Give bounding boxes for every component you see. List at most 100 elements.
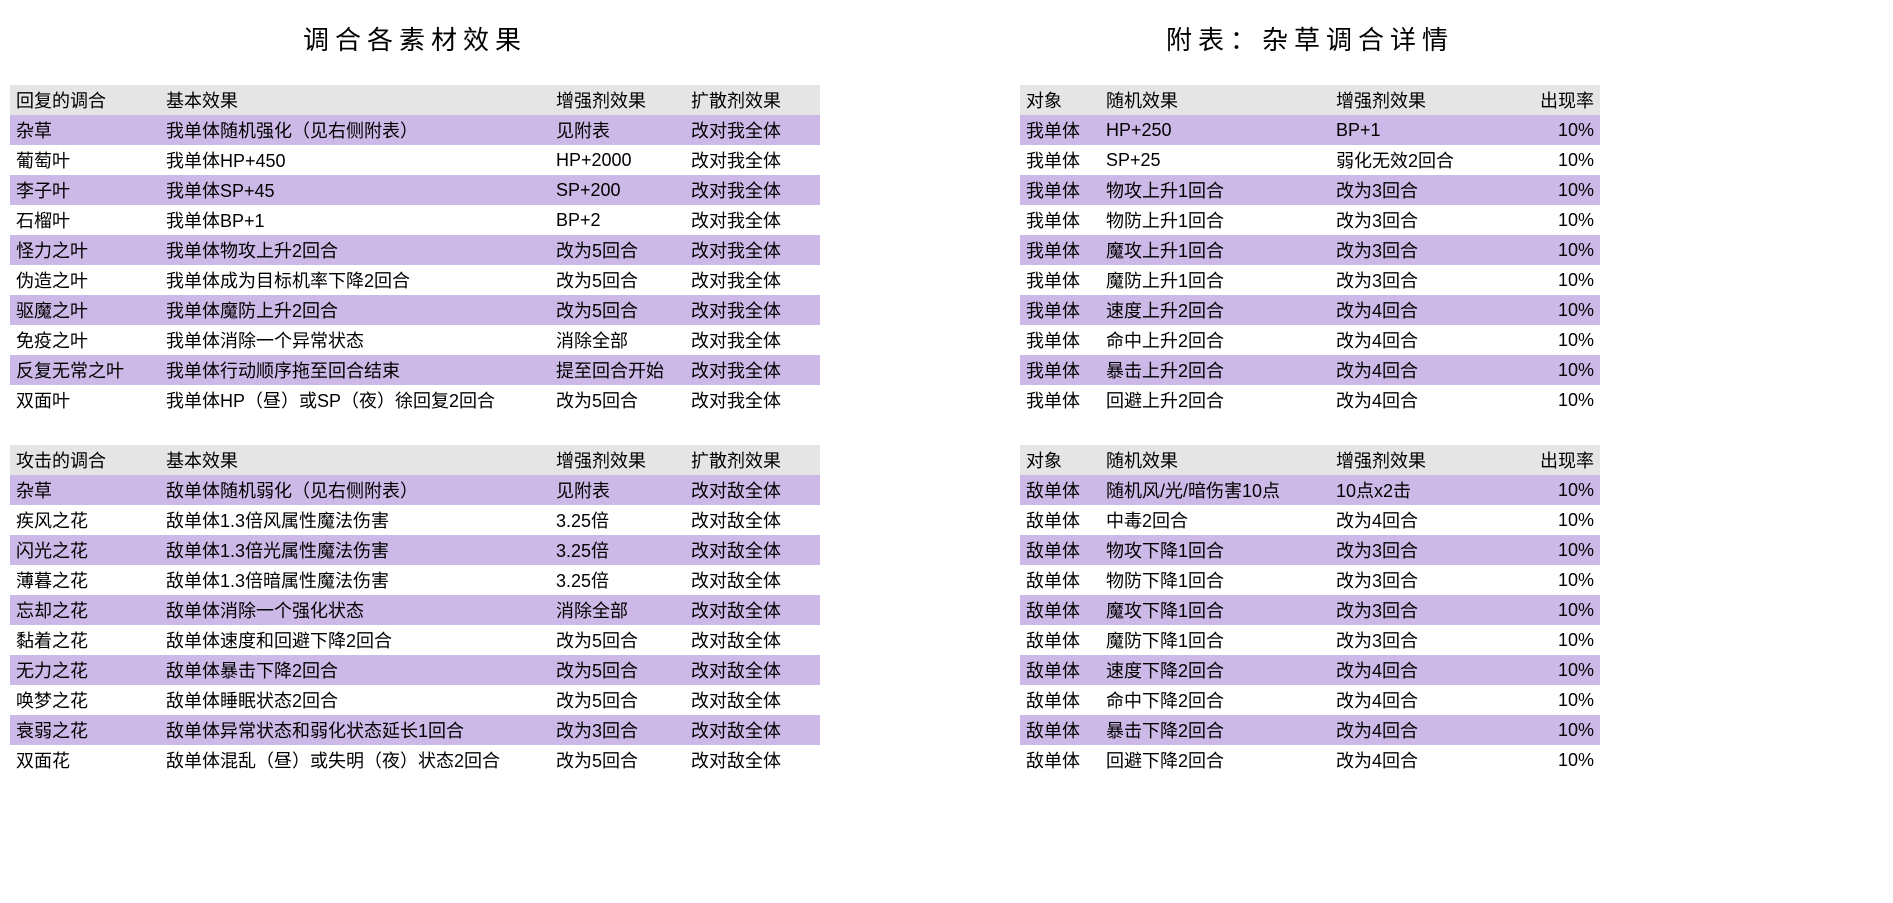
table-cell: 改对我全体 [685, 265, 820, 295]
table-cell: 闪光之花 [10, 535, 160, 565]
table-row: 我单体速度上升2回合改为4回合10% [1020, 295, 1600, 325]
table-cell: 随机风/光/暗伤害10点 [1100, 475, 1330, 505]
table-row: 敌单体暴击下降2回合改为4回合10% [1020, 715, 1600, 745]
table-cell: 改对我全体 [685, 385, 820, 415]
table-row: 我单体物攻上升1回合改为3回合10% [1020, 175, 1600, 205]
table-cell: 改为5回合 [550, 655, 685, 685]
table-cell: 改为4回合 [1330, 355, 1500, 385]
table-cell: 物攻上升1回合 [1100, 175, 1330, 205]
table-cell: 敌单体 [1020, 565, 1100, 595]
table-cell: 反复无常之叶 [10, 355, 160, 385]
table-header-cell: 增强剂效果 [1330, 85, 1500, 115]
table-cell: 10% [1500, 505, 1600, 535]
table-cell: 弱化无效2回合 [1330, 145, 1500, 175]
table-cell: 改对我全体 [685, 355, 820, 385]
table-cell: 敌单体 [1020, 595, 1100, 625]
table-cell: 10点x2击 [1330, 475, 1500, 505]
table-cell: BP+2 [550, 205, 685, 235]
table-header-cell: 随机效果 [1100, 445, 1330, 475]
table-row: 李子叶我单体SP+45SP+200改对我全体 [10, 175, 820, 205]
table-cell: 消除全部 [550, 325, 685, 355]
table-cell: 改为4回合 [1330, 745, 1500, 775]
table-cell: 改对我全体 [685, 145, 820, 175]
table-cell: 敌单体混乱（昼）或失明（夜）状态2回合 [160, 745, 550, 775]
table-cell: 10% [1500, 265, 1600, 295]
table-cell: 敌单体 [1020, 655, 1100, 685]
table-cell: 改对敌全体 [685, 685, 820, 715]
table-cell: 10% [1500, 745, 1600, 775]
table-cell: 敌单体 [1020, 475, 1100, 505]
table-row: 杂草敌单体随机弱化（见右侧附表）见附表改对敌全体 [10, 475, 820, 505]
table-cell: BP+1 [1330, 115, 1500, 145]
table-cell: 改对我全体 [685, 295, 820, 325]
table-cell: 改为3回合 [1330, 175, 1500, 205]
table-cell: 10% [1500, 385, 1600, 415]
table-cell: 敌单体消除一个强化状态 [160, 595, 550, 625]
table-header-cell: 基本效果 [160, 445, 550, 475]
table-cell: 伪造之叶 [10, 265, 160, 295]
table-cell: 物防上升1回合 [1100, 205, 1330, 235]
table-cell: 薄暮之花 [10, 565, 160, 595]
table-cell: 魔攻下降1回合 [1100, 595, 1330, 625]
table-cell: 敌单体 [1020, 685, 1100, 715]
table-header-cell: 回复的调合 [10, 85, 160, 115]
table-cell: 敌单体 [1020, 625, 1100, 655]
table-cell: 改对敌全体 [685, 565, 820, 595]
table-cell: 我单体物攻上升2回合 [160, 235, 550, 265]
table-cell: 敌单体睡眠状态2回合 [160, 685, 550, 715]
table-cell: 敌单体 [1020, 535, 1100, 565]
table-header-cell: 对象 [1020, 85, 1100, 115]
table-row: 我单体回避上升2回合改为4回合10% [1020, 385, 1600, 415]
table-cell: 10% [1500, 235, 1600, 265]
table-cell: 改为3回合 [1330, 235, 1500, 265]
table-cell: 速度上升2回合 [1100, 295, 1330, 325]
table-cell: 唤梦之花 [10, 685, 160, 715]
table-cell: 10% [1500, 625, 1600, 655]
table-cell: 改对敌全体 [685, 625, 820, 655]
table-cell: SP+25 [1100, 145, 1330, 175]
table-row: 衰弱之花敌单体异常状态和弱化状态延长1回合改为3回合改对敌全体 [10, 715, 820, 745]
table-cell: 改为4回合 [1330, 505, 1500, 535]
table-row: 杂草我单体随机强化（见右侧附表）见附表改对我全体 [10, 115, 820, 145]
table-cell: 改为3回合 [1330, 595, 1500, 625]
table-cell: 3.25倍 [550, 565, 685, 595]
table-row: 伪造之叶我单体成为目标机率下降2回合改为5回合改对我全体 [10, 265, 820, 295]
table-row: 我单体SP+25弱化无效2回合10% [1020, 145, 1600, 175]
table-row: 疾风之花敌单体1.3倍风属性魔法伤害3.25倍改对敌全体 [10, 505, 820, 535]
table-cell: 改对敌全体 [685, 505, 820, 535]
table-cell: 改为3回合 [1330, 265, 1500, 295]
table-row: 敌单体魔防下降1回合改为3回合10% [1020, 625, 1600, 655]
table-cell: 敌单体异常状态和弱化状态延长1回合 [160, 715, 550, 745]
table-cell: 李子叶 [10, 175, 160, 205]
table-cell: 改为5回合 [550, 685, 685, 715]
table-row: 敌单体物攻下降1回合改为3回合10% [1020, 535, 1600, 565]
table-header-cell: 攻击的调合 [10, 445, 160, 475]
table-header-cell: 增强剂效果 [1330, 445, 1500, 475]
table-cell: 我单体SP+45 [160, 175, 550, 205]
table-cell: 改为5回合 [550, 745, 685, 775]
table-row: 敌单体回避下降2回合改为4回合10% [1020, 745, 1600, 775]
table-row: 我单体魔防上升1回合改为3回合10% [1020, 265, 1600, 295]
table-cell: 我单体HP+450 [160, 145, 550, 175]
table-cell: 命中上升2回合 [1100, 325, 1330, 355]
table-cell: 改为5回合 [550, 235, 685, 265]
table-header-row: 对象随机效果增强剂效果出现率 [1020, 85, 1600, 115]
table-cell: 我单体 [1020, 385, 1100, 415]
table-cell: 免疫之叶 [10, 325, 160, 355]
table-cell: 我单体 [1020, 265, 1100, 295]
right-title: 附表：杂草调合详情 [1020, 20, 1600, 57]
table-cell: 暴击下降2回合 [1100, 715, 1330, 745]
table-cell: 改对敌全体 [685, 715, 820, 745]
right-table: 对象随机效果增强剂效果出现率我单体HP+250BP+110%我单体SP+25弱化… [1020, 85, 1600, 775]
table-cell: 10% [1500, 145, 1600, 175]
table-header-cell: 出现率 [1500, 85, 1600, 115]
table-row: 我单体物防上升1回合改为3回合10% [1020, 205, 1600, 235]
table-cell: 我单体 [1020, 205, 1100, 235]
table-row: 驱魔之叶我单体魔防上升2回合改为5回合改对我全体 [10, 295, 820, 325]
table-cell: 我单体HP（昼）或SP（夜）徐回复2回合 [160, 385, 550, 415]
table-cell: 我单体BP+1 [160, 205, 550, 235]
table-cell: 我单体行动顺序拖至回合结束 [160, 355, 550, 385]
table-row: 我单体HP+250BP+110% [1020, 115, 1600, 145]
left-title: 调合各素材效果 [10, 20, 820, 57]
table-cell: 改为5回合 [550, 385, 685, 415]
